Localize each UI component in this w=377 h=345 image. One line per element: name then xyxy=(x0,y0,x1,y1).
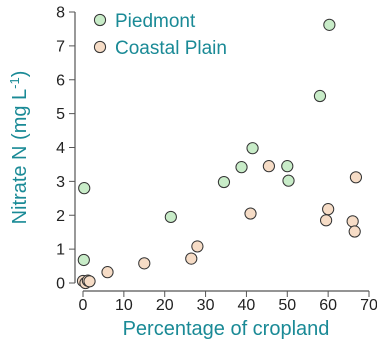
piedmont-point xyxy=(217,175,231,189)
x-tick-label: 30 xyxy=(197,297,215,314)
y-tick-label: 0 xyxy=(56,276,65,293)
piedmont-point xyxy=(281,160,294,173)
coastal-plain-point xyxy=(244,207,257,220)
coastal-plain-point xyxy=(349,171,363,184)
piedmont-point xyxy=(282,174,295,187)
data-points xyxy=(76,18,363,290)
y-axis-label-close: ) xyxy=(9,71,31,78)
legend-item-coastal-plain: Coastal Plain xyxy=(93,38,227,59)
coastal-plain-point xyxy=(262,160,275,173)
x-tick-label: 10 xyxy=(115,297,133,314)
y-axis-label: Nitrate N (mg L-1) xyxy=(7,71,31,225)
coastal-plain-point xyxy=(191,240,204,253)
y-tick-label: 4 xyxy=(56,140,65,157)
y-tick-label: 7 xyxy=(56,38,65,55)
piedmont-point xyxy=(313,89,327,103)
y-tick-label: 3 xyxy=(56,174,65,191)
piedmont-point xyxy=(164,210,177,224)
x-tick-label: 0 xyxy=(79,297,88,314)
x-tick-label: 40 xyxy=(238,297,256,314)
y-axis-label-main: Nitrate N (mg L xyxy=(9,89,31,225)
x-tick-label: 20 xyxy=(156,297,174,314)
y-tick-label: 6 xyxy=(56,72,65,89)
piedmont-point xyxy=(78,182,91,195)
piedmont-point xyxy=(246,142,259,155)
legend: Piedmont Coastal Plain xyxy=(93,11,227,59)
x-axis-label: Percentage of cropland xyxy=(123,318,330,340)
legend-marker-coastal-plain xyxy=(93,40,107,54)
y-tick-label: 8 xyxy=(56,5,65,22)
y-axis-label-superscript: -1 xyxy=(7,77,22,89)
coastal-plain-point xyxy=(138,257,151,270)
piedmont-point xyxy=(235,161,248,174)
coastal-plain-point xyxy=(322,203,335,216)
piedmont-point xyxy=(323,18,336,31)
axes xyxy=(69,11,370,297)
y-tick-label: 1 xyxy=(56,242,65,259)
legend-item-piedmont: Piedmont xyxy=(93,11,196,32)
x-tick-label: 50 xyxy=(278,297,296,314)
y-tick-label: 2 xyxy=(56,208,65,225)
x-tick-label: 70 xyxy=(360,297,377,314)
tick-labels: 0 1 2 3 4 5 6 7 8 0 10 20 30 40 50 60 70 xyxy=(56,5,377,315)
legend-marker-piedmont xyxy=(93,13,107,27)
y-tick-label: 5 xyxy=(56,106,65,123)
x-tick-label: 60 xyxy=(319,297,337,314)
coastal-plain-point xyxy=(83,275,96,288)
legend-label-piedmont: Piedmont xyxy=(115,11,196,32)
legend-label-coastal-plain: Coastal Plain xyxy=(115,38,227,59)
piedmont-point xyxy=(77,253,90,267)
coastal-plain-point xyxy=(320,214,333,227)
coastal-plain-point xyxy=(101,266,114,279)
coastal-plain-point xyxy=(346,215,359,228)
coastal-plain-point xyxy=(185,252,198,265)
coastal-plain-point xyxy=(348,225,361,238)
